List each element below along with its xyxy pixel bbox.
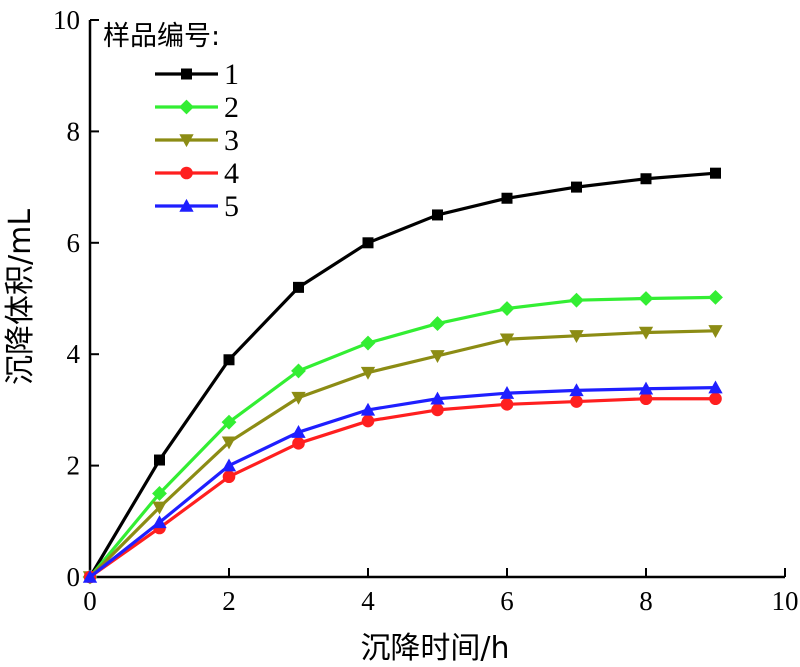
legend-item-1: 1 <box>155 58 239 91</box>
legend-marker <box>179 99 194 115</box>
data-point <box>222 470 236 484</box>
x-tick-label: 6 <box>500 586 514 616</box>
series-line <box>89 397 716 579</box>
data-point <box>82 569 98 583</box>
data-point <box>501 192 513 204</box>
x-tick-label: 2 <box>222 586 236 616</box>
legend-marker <box>180 166 193 180</box>
data-point <box>430 316 445 331</box>
data-point <box>569 383 584 397</box>
data-point <box>710 167 721 179</box>
data-point <box>361 414 375 428</box>
data-point <box>293 281 304 293</box>
series-line <box>88 295 716 579</box>
x-tick-label: 0 <box>83 586 97 616</box>
data-point <box>570 395 583 408</box>
data-point <box>432 209 443 221</box>
data-point <box>154 454 165 466</box>
series-line <box>88 171 716 578</box>
x-axis-title: 沉降时间/h <box>360 631 509 666</box>
data-point <box>152 486 167 501</box>
legend-label: 4 <box>224 157 239 190</box>
data-point <box>638 326 654 340</box>
legend-label: 1 <box>224 58 239 91</box>
x-tick-label: 8 <box>639 586 653 616</box>
data-point <box>638 291 654 306</box>
series-5 <box>82 380 723 583</box>
data-point <box>360 366 376 380</box>
data-point <box>571 181 582 193</box>
series-layer <box>82 167 723 585</box>
legend-item-5: 5 <box>155 190 239 223</box>
data-point <box>360 402 376 416</box>
series-4 <box>83 392 722 584</box>
y-tick-label: 4 <box>67 339 81 369</box>
legend-item-2: 2 <box>155 91 239 124</box>
data-point <box>291 425 306 438</box>
legend-label: 5 <box>224 190 239 223</box>
y-axis-title: 沉降体积/mL <box>3 209 38 385</box>
data-point <box>221 458 237 472</box>
data-point <box>638 381 654 395</box>
x-tick-label: 4 <box>361 586 375 616</box>
x-tick-label: 10 <box>772 586 799 616</box>
series-1 <box>84 167 721 583</box>
legend-label: 3 <box>224 124 239 157</box>
data-point <box>569 330 584 343</box>
data-point <box>431 403 444 417</box>
data-point <box>360 335 376 351</box>
data-point <box>292 437 305 450</box>
data-point <box>499 301 515 316</box>
y-tick-label: 6 <box>67 228 81 258</box>
axes: 0 2 4 6 8 10 0 2 4 6 8 10 <box>53 5 799 616</box>
legend-marker <box>179 198 194 212</box>
legend-label: 2 <box>224 91 239 124</box>
data-point <box>152 515 167 529</box>
series-line <box>88 329 716 579</box>
data-point <box>291 391 306 405</box>
data-point <box>640 173 652 185</box>
data-point <box>499 386 515 399</box>
data-point <box>708 380 723 394</box>
data-point <box>223 354 235 366</box>
y-tick-label: 2 <box>67 451 81 481</box>
data-point <box>430 350 445 364</box>
legend-item-4: 4 <box>155 157 239 190</box>
data-point <box>500 398 514 411</box>
data-point <box>709 392 722 406</box>
legend-title: 样品编号: <box>103 21 220 52</box>
series-2 <box>82 289 723 585</box>
legend-marker <box>181 68 192 80</box>
y-tick-label: 10 <box>53 5 80 35</box>
data-point <box>221 414 237 430</box>
data-point <box>708 289 723 305</box>
data-point <box>499 333 515 347</box>
y-tick-label: 0 <box>67 562 81 592</box>
data-point <box>569 292 584 308</box>
data-point <box>639 392 653 406</box>
legend-item-3: 3 <box>155 124 239 157</box>
legend-marker <box>179 134 194 148</box>
data-point <box>362 237 374 249</box>
series-3 <box>82 325 723 585</box>
y-tick-label: 8 <box>67 116 81 146</box>
data-point <box>152 501 167 515</box>
data-point <box>291 363 306 379</box>
data-point <box>430 391 445 405</box>
data-point <box>221 436 237 450</box>
series-line <box>89 386 716 579</box>
data-point <box>708 325 723 338</box>
